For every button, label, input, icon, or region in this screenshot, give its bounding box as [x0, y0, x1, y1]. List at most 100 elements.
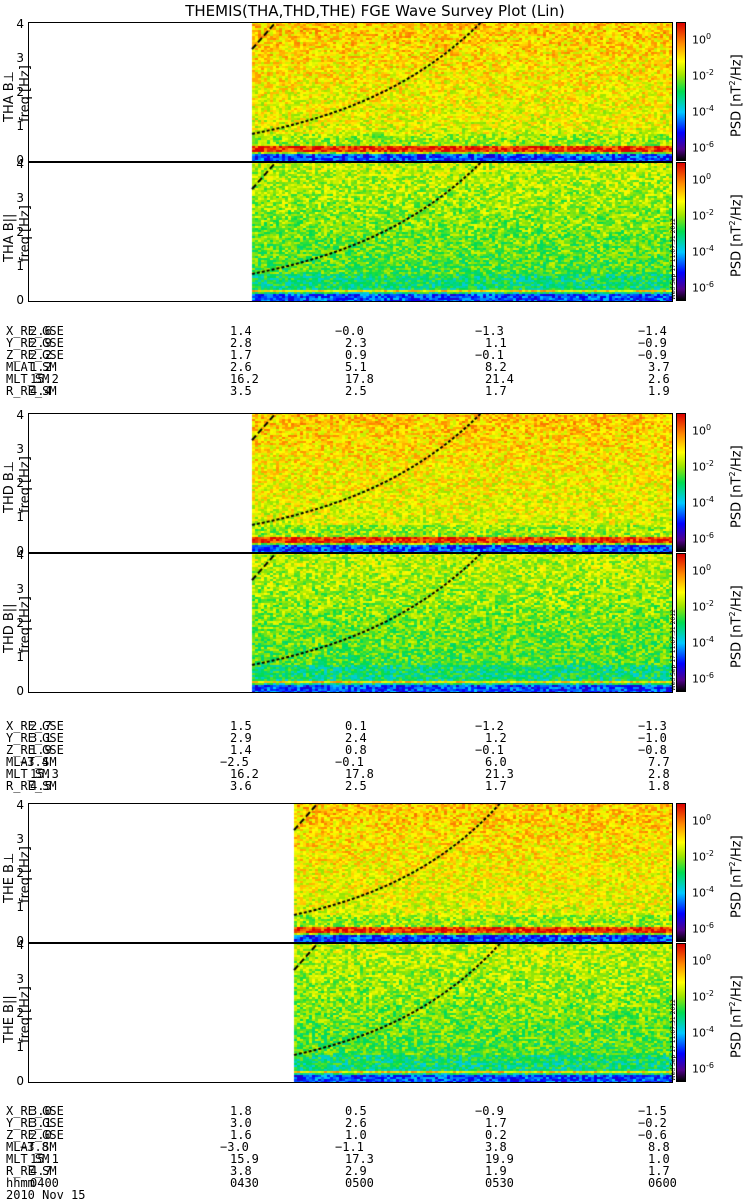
ephemeris-table: X_RE_GSE 2.7 1.5 0.1 −1.2 −1.3 Y_RE_GSE 3.1 2.9 2…	[6, 720, 736, 792]
ephemeris-value: 8.8	[648, 1140, 670, 1154]
ephemeris-label: MLAT_SM	[6, 755, 57, 769]
spectrogram-image	[28, 943, 673, 1082]
ephemeris-value: 0400	[30, 1176, 59, 1190]
y-axis-label: freq [Hz]	[18, 455, 33, 513]
ephemeris-value: −3.0	[220, 1140, 249, 1154]
ephemeris-value: 1.4	[230, 743, 252, 757]
y-tick-label: 2	[16, 866, 24, 881]
ephemeris-value: 2.8	[230, 336, 252, 350]
y-tick-label: 0	[16, 1074, 24, 1088]
ephemeris-label: Y_RE_GSE	[6, 336, 64, 350]
colorbar-tick: 10-6	[692, 280, 714, 295]
ephemeris-label: X_RE_GSE	[6, 719, 64, 733]
ephemeris-label: hhmm	[6, 1176, 35, 1190]
ephemeris-value: −0.9	[638, 336, 667, 350]
spectrogram-image	[28, 162, 673, 301]
timestamp-stamp: Wed Sep 17 11:07:31 2012	[670, 999, 677, 1081]
ephemeris-row: MLT_SM 15.3 16.2 17.8 21.3 2.8	[6, 768, 736, 780]
ephemeris-value: 2.8	[648, 767, 670, 781]
ephemeris-row: Z_RE_GSE 1.9 1.4 0.8 −0.1 −0.8	[6, 744, 736, 756]
spectrogram-panel	[28, 803, 673, 942]
colorbar	[676, 162, 686, 301]
ephemeris-row: X_RE_GSE 3.0 1.8 0.5 −0.9 −1.5	[6, 1105, 736, 1117]
colorbar-tick: 100	[692, 423, 712, 438]
colorbar-tick: 100	[692, 172, 712, 187]
colorbar-tick: 10-4	[692, 495, 714, 510]
colorbar	[676, 413, 686, 552]
ephemeris-value: −0.1	[335, 755, 364, 769]
colorbar-tick: 10-2	[692, 68, 714, 83]
ephemeris-value: 1.8	[230, 1104, 252, 1118]
spectrogram-panel	[28, 22, 673, 161]
colorbar	[676, 943, 686, 1082]
spectrogram-panel	[28, 162, 673, 301]
panel-label: THE B||	[2, 994, 17, 1043]
ephemeris-value: −1.3	[475, 324, 504, 338]
y-tick-label: 0	[16, 153, 24, 167]
ephemeris-value: 0600	[648, 1176, 677, 1190]
ephemeris-value: 16.2	[230, 372, 259, 386]
ephemeris-value: 0.8	[345, 743, 367, 757]
ephemeris-value: 5.1	[345, 360, 367, 374]
ephemeris-row: hhmm 0400 0430 0500 0530 0600	[6, 1177, 736, 1189]
y-axis-label: freq [Hz]	[18, 845, 33, 903]
spectrogram-panel	[28, 413, 673, 552]
colorbar-tick: 10-6	[692, 921, 714, 936]
y-tick-label: 1	[16, 650, 24, 665]
panel-label: THD B⊥	[2, 460, 17, 513]
ephemeris-value: 2.6	[345, 1116, 367, 1130]
colorbar-tick: 10-2	[692, 849, 714, 864]
ephemeris-value: 3.1	[30, 1116, 52, 1130]
ephemeris-value: 1.1	[485, 336, 507, 350]
ephemeris-value: 15.9	[230, 1152, 259, 1166]
ephemeris-value: −1.1	[335, 1140, 364, 1154]
colorbar-label: PSD [nT2/Hz]	[728, 193, 745, 277]
ephemeris-label: Y_RE_GSE	[6, 731, 64, 745]
ephemeris-value: −0.9	[638, 348, 667, 362]
colorbar-tick: 10-2	[692, 599, 714, 614]
y-tick-label: 1	[16, 259, 24, 274]
spectrogram-panel	[28, 553, 673, 692]
ephemeris-value: −0.1	[475, 348, 504, 362]
ephemeris-value: 0.9	[345, 348, 367, 362]
y-axis-label: freq [Hz]	[18, 595, 33, 653]
colorbar-label: PSD [nT2/Hz]	[728, 53, 745, 137]
ephemeris-value: 3.7	[648, 360, 670, 374]
ephemeris-value: 3.0	[230, 1116, 252, 1130]
colorbar-label: PSD [nT2/Hz]	[728, 444, 745, 528]
colorbar-tick: 10-2	[692, 208, 714, 223]
colorbar-label: PSD [nT2/Hz]	[728, 834, 745, 918]
ephemeris-value: 0.5	[345, 1104, 367, 1118]
colorbar-tick: 10-4	[692, 244, 714, 259]
ephemeris-row: Z_RE_GSE 2.0 1.6 1.0 0.2 −0.6	[6, 1129, 736, 1141]
y-tick-label: 0	[16, 934, 24, 948]
ephemeris-value: 1.7	[485, 384, 507, 398]
ephemeris-value: 4.4	[30, 384, 52, 398]
colorbar-tick: 10-6	[692, 1061, 714, 1076]
timestamp-stamp: Wed Sep 17 11:07:31 2012	[670, 609, 677, 691]
ephemeris-value: 2.6	[648, 372, 670, 386]
y-tick-label: 3	[16, 51, 24, 66]
y-tick-label: 4	[16, 157, 24, 172]
panel-label: THE B⊥	[2, 852, 17, 903]
ephemeris-row: MLAT_SM −3.8 −3.0 −1.1 3.8 8.8	[6, 1141, 736, 1153]
ephemeris-label: MLAT_SM	[6, 1140, 57, 1154]
ephemeris-row: Y_RE_GSE 2.9 2.8 2.3 1.1 −0.9	[6, 337, 736, 349]
ephemeris-value: 1.4	[230, 324, 252, 338]
colorbar-label: PSD [nT2/Hz]	[728, 974, 745, 1058]
ephemeris-value: 15.2	[30, 372, 59, 386]
ephemeris-value: 1.2	[485, 731, 507, 745]
ephemeris-row: Y_RE_GSE 3.1 3.0 2.6 1.7 −0.2	[6, 1117, 736, 1129]
y-tick-label: 3	[16, 582, 24, 597]
ephemeris-value: 0.1	[345, 719, 367, 733]
ephemeris-value: 2.6	[30, 324, 52, 338]
ephemeris-row: R_RE_SM 4.7 3.8 2.9 1.9 1.7	[6, 1165, 736, 1177]
colorbar-tick: 10-6	[692, 140, 714, 155]
y-tick-label: 3	[16, 832, 24, 847]
ephemeris-value: 17.8	[345, 372, 374, 386]
ephemeris-value: 2.5	[345, 384, 367, 398]
ephemeris-value: 15.3	[30, 767, 59, 781]
ephemeris-label: MLAT_SM	[6, 360, 57, 374]
y-tick-label: 4	[16, 938, 24, 953]
y-tick-label: 1	[16, 900, 24, 915]
